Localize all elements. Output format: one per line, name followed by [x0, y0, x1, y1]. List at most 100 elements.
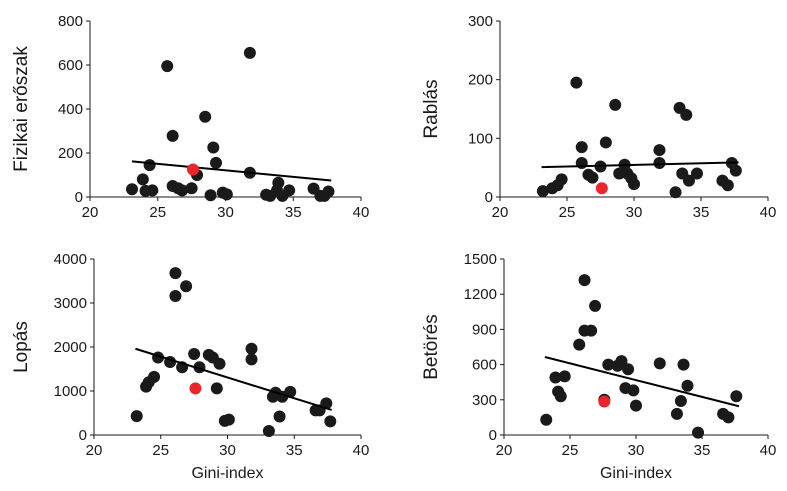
x-tick-label: 40 [760, 204, 777, 221]
y-tick-label: 4000 [54, 251, 87, 268]
x-tick-label: 40 [353, 442, 370, 459]
data-point [273, 410, 286, 423]
y-tick-label: 900 [472, 321, 497, 338]
data-point [729, 164, 742, 177]
data-point [653, 357, 666, 370]
y-tick-label: 3000 [54, 295, 87, 312]
data-point [143, 159, 156, 172]
data-point [176, 184, 189, 197]
x-tick-label: 35 [286, 442, 303, 459]
data-point [188, 348, 201, 361]
data-point [245, 342, 258, 355]
y-tick-label: 300 [468, 13, 493, 30]
data-point [180, 280, 193, 293]
chart-panel: 20 25 30 35 40 0 300 600 900 1200 1500 Betörés Gini-… [421, 251, 776, 482]
x-tick-label: 20 [492, 204, 509, 221]
data-point [272, 176, 285, 189]
data-point [207, 141, 220, 154]
data-point [653, 156, 666, 169]
x-tick-label: 20 [86, 442, 103, 459]
y-tick-label: 300 [472, 392, 497, 409]
data-point [245, 353, 258, 366]
x-tick-label: 25 [152, 442, 169, 459]
data-point [204, 189, 217, 202]
data-point [284, 385, 297, 398]
data-point [169, 289, 182, 302]
y-tick-label: 600 [472, 357, 497, 374]
y-tick-label: 2000 [54, 339, 87, 356]
y-tick-label: 600 [58, 57, 83, 74]
trend-line [544, 356, 740, 408]
x-tick-label: 35 [693, 204, 710, 221]
x-tick-label: 20 [496, 442, 513, 459]
data-point [213, 357, 226, 370]
highlight-point [186, 163, 199, 176]
data-point [169, 267, 182, 280]
data-point [570, 76, 583, 89]
y-axis-label: Betörés [421, 314, 442, 379]
data-point [670, 407, 683, 420]
data-point [575, 141, 588, 154]
trend-line [131, 160, 332, 182]
y-tick-label: 1200 [464, 286, 497, 303]
data-point [622, 363, 635, 376]
data-point [627, 384, 640, 397]
x-axis-label: Gini-index [191, 465, 263, 482]
data-point [599, 136, 612, 149]
data-point [558, 370, 571, 383]
data-point [262, 425, 275, 438]
data-point [573, 338, 586, 351]
x-axis-label: Gini-index [600, 465, 672, 482]
data-point [589, 299, 602, 312]
y-tick-label: 0 [75, 189, 83, 206]
data-point [324, 415, 337, 428]
x-tick-label: 25 [562, 442, 579, 459]
y-tick-label: 0 [79, 427, 87, 444]
data-point [555, 173, 568, 186]
data-point [609, 98, 622, 111]
data-point [586, 171, 599, 184]
data-point [692, 426, 705, 439]
data-point [540, 413, 553, 426]
data-point [669, 186, 682, 199]
data-point [722, 411, 735, 424]
data-point [161, 60, 174, 73]
y-tick-label: 400 [58, 101, 83, 118]
data-point [130, 410, 143, 423]
trend-line [541, 161, 739, 169]
highlight-point [189, 382, 202, 395]
data-point [166, 129, 179, 142]
trend-line [135, 347, 332, 411]
data-point [185, 182, 198, 195]
data-point [674, 394, 687, 407]
data-point [628, 178, 640, 191]
data-point [536, 185, 549, 198]
data-point [222, 413, 235, 426]
data-point [136, 173, 149, 186]
x-tick-label: 40 [353, 204, 370, 221]
x-tick-label: 35 [285, 204, 302, 221]
data-point [210, 382, 223, 395]
data-point [146, 184, 159, 197]
data-point [148, 370, 161, 383]
chart-panel: 20 25 30 35 40 0 100 200 300 Rablás [421, 13, 776, 221]
data-point [681, 379, 694, 392]
y-axis-label: Rablás [421, 79, 442, 138]
data-point [549, 371, 562, 384]
data-point [585, 324, 598, 337]
data-point [653, 144, 666, 157]
data-point [322, 185, 335, 198]
data-point [554, 390, 567, 403]
y-tick-label: 1000 [54, 383, 87, 400]
y-tick-label: 0 [489, 427, 497, 444]
data-point [199, 110, 212, 123]
x-tick-label: 25 [559, 204, 576, 221]
data-point [578, 274, 591, 287]
y-tick-label: 0 [485, 189, 493, 206]
data-point [680, 108, 693, 121]
x-tick-label: 30 [628, 442, 645, 459]
data-point [615, 355, 628, 368]
x-tick-label: 30 [219, 442, 236, 459]
